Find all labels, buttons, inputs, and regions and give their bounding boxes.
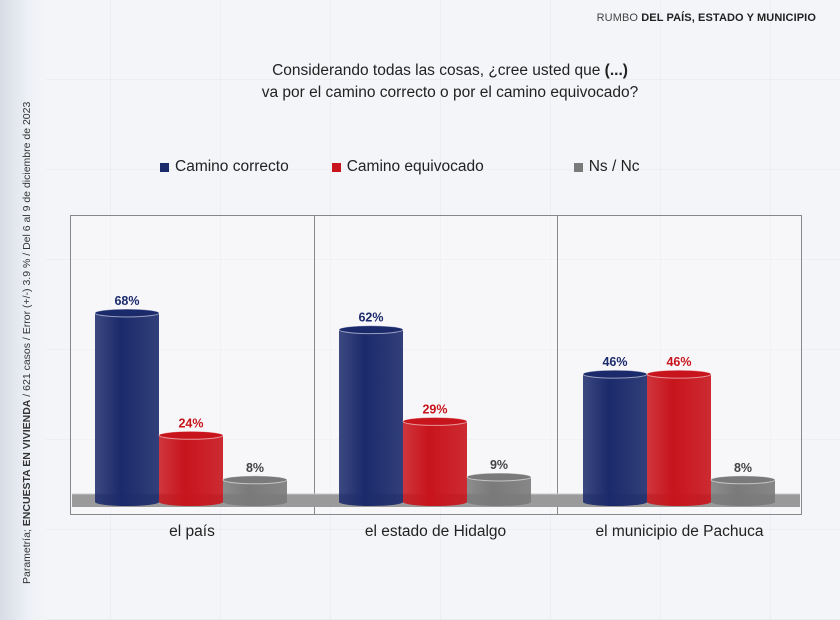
header-prefix: RUMBO (596, 12, 642, 24)
category-label-pachuca: el municipio de Pachuca (595, 523, 764, 540)
survey-question: Considerando todas las cosas, ¿cree uste… (150, 60, 750, 104)
value-label-equivocado-0: 24% (178, 416, 203, 430)
value-label-nsnc-0: 8% (246, 461, 264, 475)
question-ellipsis: (...) (604, 62, 628, 79)
chart-legend: Camino correcto Camino equivocado Ns / N… (160, 158, 640, 176)
page-header: RUMBO DEL PAÍS, ESTADO Y MUNICIPIO (597, 12, 816, 24)
bar-nsnc-1 (466, 472, 532, 506)
legend-item-nsnc: Ns / Nc (573, 158, 640, 176)
category-label-pais: el país (169, 523, 215, 540)
legend-swatch-correcto (160, 162, 169, 172)
value-label-equivocado-1: 29% (422, 402, 447, 416)
legend-label-correcto: Camino correcto (175, 158, 289, 175)
question-line-1: Considerando todas las cosas, ¿cree uste… (150, 60, 750, 82)
header-title: DEL PAÍS, ESTADO Y MUNICIPIO (641, 12, 816, 24)
legend-swatch-nsnc (573, 162, 583, 172)
value-label-equivocado-2: 46% (666, 355, 691, 369)
value-label-nsnc-2: 8% (734, 461, 752, 475)
legend-item-correcto: Camino correcto (160, 158, 289, 176)
question-line-2: va por el camino correcto o por el camin… (261, 84, 639, 101)
bar-equivocado-0 (158, 430, 224, 506)
legend-label-nsnc: Ns / Nc (588, 158, 640, 175)
bar-nsnc-2 (710, 475, 776, 506)
bar-equivocado-1 (402, 416, 468, 506)
bar-correcto-0 (94, 308, 160, 506)
value-label-correcto-1: 62% (358, 311, 383, 325)
question-text-1: Considerando todas las cosas, ¿cree uste… (272, 62, 605, 79)
legend-label-equivocado: Camino equivocado (346, 158, 484, 175)
panel-divider (314, 215, 315, 515)
panel-divider (557, 215, 558, 515)
bar-correcto-1 (338, 325, 404, 506)
bar-equivocado-2 (646, 369, 712, 506)
side-strip (0, 0, 46, 620)
bar-nsnc-0 (222, 475, 288, 506)
category-label-hidalgo: el estado de Hidalgo (364, 523, 507, 540)
legend-item-equivocado: Camino equivocado (331, 158, 484, 176)
value-label-nsnc-1: 9% (490, 458, 508, 472)
value-label-correcto-2: 46% (602, 355, 627, 369)
legend-swatch-equivocado (331, 162, 341, 172)
bar-correcto-2 (582, 369, 648, 506)
value-label-correcto-0: 68% (114, 294, 139, 308)
